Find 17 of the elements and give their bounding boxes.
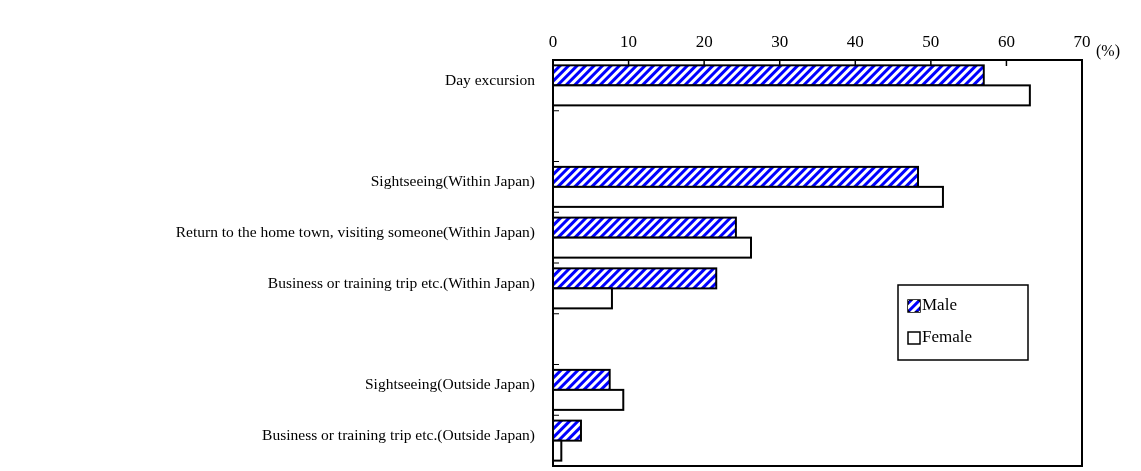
legend-label: Female bbox=[922, 326, 973, 346]
legend-label: Male bbox=[922, 294, 957, 314]
y-tick-label: Business or training trip etc.(Within Japan) bbox=[267, 273, 535, 292]
x-tick-label: 40 bbox=[846, 32, 864, 51]
y-tick-label: Sightseeing(Within Japan) bbox=[370, 172, 535, 191]
y-tick-label: Business or training trip etc.(Outside Japan) bbox=[262, 426, 535, 445]
y-tick-label: Sightseeing(Outside Japan) bbox=[364, 375, 535, 394]
x-tick-label: 10 bbox=[620, 32, 638, 51]
x-tick-label: 70 bbox=[1073, 32, 1091, 51]
x-tick-label: 30 bbox=[771, 32, 789, 51]
x-tick-label: 0 bbox=[548, 32, 558, 51]
y-tick-label: Return to the home town, visiting someone(Within Japan) bbox=[175, 223, 535, 242]
x-tick-label: 20 bbox=[695, 32, 713, 51]
x-tick-label: 60 bbox=[997, 32, 1015, 51]
x-axis-title: (%) bbox=[1096, 42, 1120, 60]
x-tick-label: 50 bbox=[922, 32, 940, 51]
y-tick-label: Day excursion bbox=[445, 70, 536, 88]
